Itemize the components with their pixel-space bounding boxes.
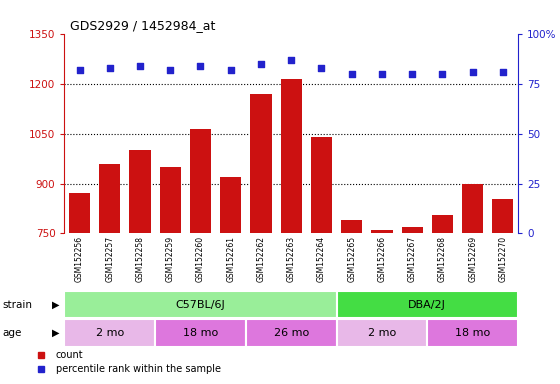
Text: GSM152266: GSM152266	[377, 236, 386, 282]
Point	[438, 71, 447, 77]
Text: strain: strain	[3, 300, 33, 310]
Bar	[99, 164, 120, 233]
Text: GSM152270: GSM152270	[498, 236, 507, 282]
Bar	[64, 319, 155, 347]
Text: ▶: ▶	[53, 300, 60, 310]
Text: 18 mo: 18 mo	[183, 328, 218, 338]
Text: ▶: ▶	[53, 328, 60, 338]
Text: percentile rank within the sample: percentile rank within the sample	[55, 364, 221, 374]
Point	[347, 71, 356, 77]
Text: age: age	[3, 328, 22, 338]
Bar	[462, 184, 483, 233]
Point	[136, 63, 144, 69]
Bar	[432, 215, 453, 233]
Text: count: count	[55, 350, 83, 360]
Bar	[160, 167, 181, 233]
Text: GSM152262: GSM152262	[256, 236, 265, 282]
Text: C57BL/6J: C57BL/6J	[176, 300, 225, 310]
Bar	[250, 94, 272, 233]
Point	[408, 71, 417, 77]
Text: GSM152267: GSM152267	[408, 236, 417, 282]
Text: GSM152268: GSM152268	[438, 236, 447, 282]
Bar	[311, 137, 332, 233]
Bar	[64, 291, 337, 318]
Point	[226, 67, 235, 73]
Text: 18 mo: 18 mo	[455, 328, 490, 338]
Text: GSM152256: GSM152256	[75, 236, 84, 282]
Point	[196, 63, 205, 69]
Bar	[427, 319, 518, 347]
Bar	[402, 227, 423, 233]
Text: GSM152259: GSM152259	[166, 236, 175, 282]
Text: 2 mo: 2 mo	[96, 328, 124, 338]
Text: GSM152260: GSM152260	[196, 236, 205, 282]
Point	[105, 65, 114, 71]
Bar	[220, 177, 241, 233]
Text: GSM152261: GSM152261	[226, 236, 235, 282]
Point	[498, 69, 507, 75]
Point	[468, 69, 477, 75]
Bar	[246, 319, 337, 347]
Bar	[337, 291, 518, 318]
Point	[377, 71, 386, 77]
Point	[317, 65, 326, 71]
Bar	[281, 79, 302, 233]
Point	[287, 57, 296, 63]
Text: DBA/2J: DBA/2J	[408, 300, 446, 310]
Bar	[337, 319, 427, 347]
Bar	[190, 129, 211, 233]
Point	[75, 67, 84, 73]
Text: GSM152265: GSM152265	[347, 236, 356, 282]
Text: GSM152264: GSM152264	[317, 236, 326, 282]
Bar	[155, 319, 246, 347]
Bar	[69, 193, 90, 233]
Text: 26 mo: 26 mo	[274, 328, 309, 338]
Text: GSM152257: GSM152257	[105, 236, 114, 282]
Bar	[492, 199, 514, 233]
Bar	[341, 220, 362, 233]
Text: GSM152263: GSM152263	[287, 236, 296, 282]
Bar	[371, 230, 393, 233]
Point	[166, 67, 175, 73]
Text: GDS2929 / 1452984_at: GDS2929 / 1452984_at	[70, 19, 216, 32]
Text: GSM152258: GSM152258	[136, 236, 144, 282]
Text: 2 mo: 2 mo	[368, 328, 396, 338]
Bar	[129, 150, 151, 233]
Point	[256, 61, 265, 67]
Text: GSM152269: GSM152269	[468, 236, 477, 282]
